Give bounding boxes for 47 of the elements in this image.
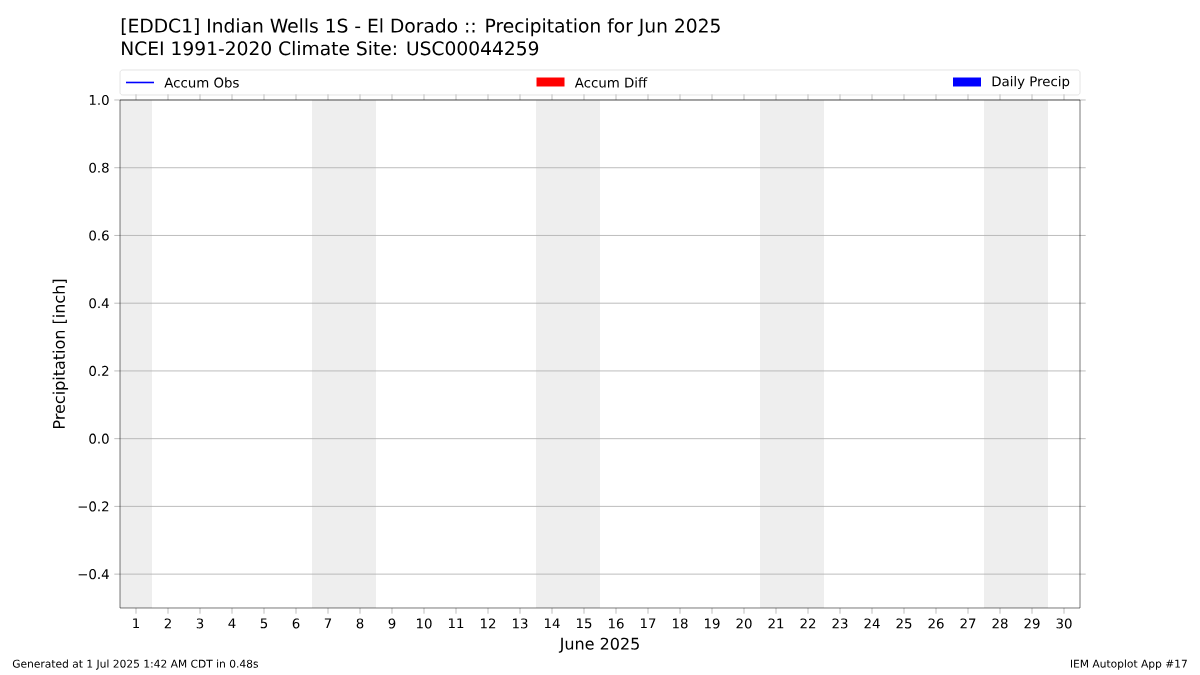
legend-label: Accum Diff [574,77,648,88]
x-tick-label: 5 [260,618,268,629]
x-tick-label: 6 [292,618,300,629]
x-tick-label: 11 [448,618,464,629]
y-tick-label: 1.0 [89,94,109,106]
x-tick-label: 2 [164,618,171,629]
x-tick-label: 9 [388,618,396,629]
y-tick-label: 0.6 [89,230,109,241]
y-tick-label: −0.4 [78,569,109,580]
x-tick-label: 30 [1056,618,1072,629]
legend-label: Accum Obs [164,77,239,88]
y-tick-label: 0.2 [89,365,109,376]
y-tick-label: 0.4 [89,298,109,309]
x-tick-label: 16 [608,618,624,629]
x-tick-label: 28 [992,618,1008,629]
text: IEM Autoplot App #17 [1070,659,1187,670]
x-tick-label: 29 [1024,618,1040,629]
chart-subtitle: NCEI 1991-2020 Climate Site: USC00044259 [122,40,539,56]
x-tick-label: 18 [672,618,688,629]
y-tick-label: 0.0 [89,433,109,444]
x-tick-label: 27 [960,618,976,629]
x-tick-label: 20 [736,618,752,629]
x-tick-label: 21 [768,618,784,629]
y-tick-label: −0.2 [78,501,109,512]
x-axis-title: June 2025 [558,637,639,653]
y-tick-label: 0.8 [89,162,109,173]
x-tick-label: 19 [704,618,720,629]
y-axis-title: Precipitation [inch] [52,279,69,428]
x-tick-label: 24 [864,618,880,629]
x-tick-label: 17 [640,618,656,629]
x-tick-label: 1 [133,618,140,629]
x-tick-label: 4 [228,618,236,629]
x-tick-label: 10 [416,618,432,629]
x-tick-label: 14 [544,618,560,629]
chart-title: [EDDC1] Indian Wells 1S - El Dorado :: Precipitation for Jun 2025 [121,18,720,37]
x-tick-label: 12 [480,618,496,629]
x-tick-label: 23 [832,618,848,629]
legend-label: Daily Precip [992,76,1070,89]
x-tick-label: 26 [928,618,944,629]
x-tick-label: 3 [196,618,204,629]
x-tick-label: 13 [512,618,528,629]
x-tick-label: 8 [356,618,364,629]
x-tick-label: 25 [896,618,912,629]
x-tick-label: 7 [324,618,332,629]
x-tick-label: 22 [800,618,816,629]
text: Generated at 1 Jul 2025 1:42 AM CDT in 0.48s [12,659,259,670]
x-tick-label: 15 [576,618,592,629]
